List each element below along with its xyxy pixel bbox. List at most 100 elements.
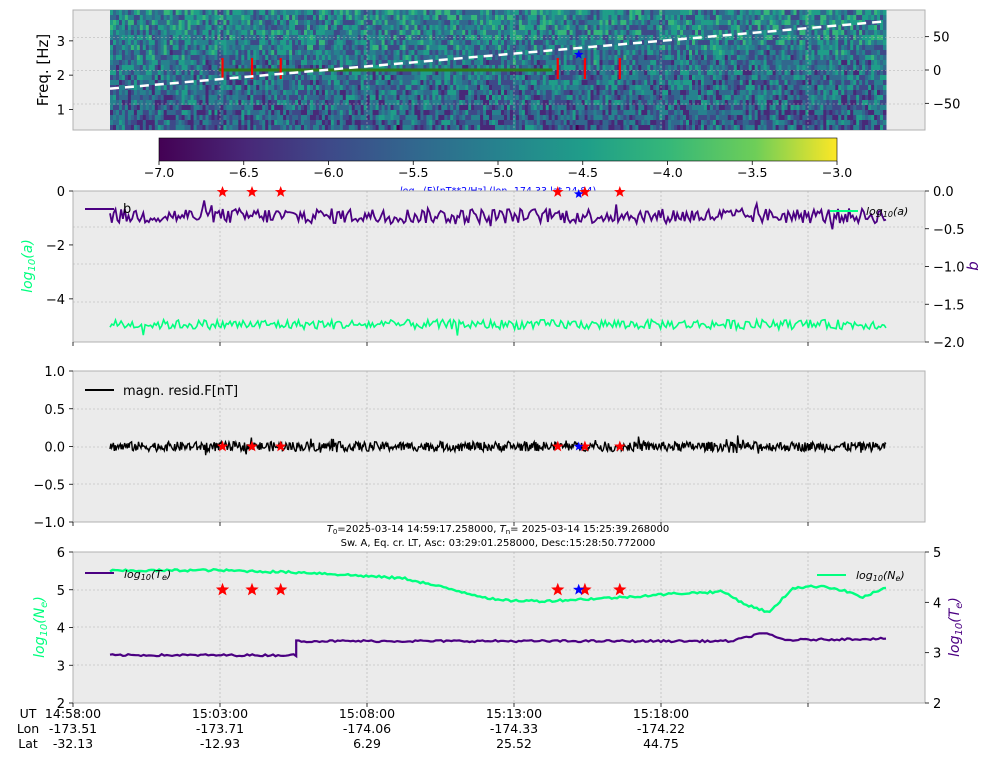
spectrogram-cell bbox=[280, 80, 284, 86]
spectrogram-cell bbox=[432, 90, 436, 96]
spectrogram-cell bbox=[313, 25, 317, 31]
spectrogram-cell bbox=[295, 25, 299, 31]
spectrogram-cell bbox=[295, 45, 299, 51]
spectrogram-cell bbox=[572, 10, 577, 16]
spectrogram-cell bbox=[524, 65, 529, 71]
spectrogram-cell bbox=[360, 110, 365, 116]
spectrogram-cell bbox=[509, 60, 514, 66]
spectrogram-cell bbox=[369, 110, 374, 116]
spectrogram-cell bbox=[220, 20, 224, 26]
spectrogram-cell bbox=[465, 125, 469, 130]
spectrogram-cell bbox=[468, 40, 472, 46]
spectrogram-cell bbox=[142, 75, 147, 81]
spectrogram-cell bbox=[524, 40, 529, 46]
spectrogram-cell bbox=[632, 15, 636, 21]
spectrogram-cell bbox=[369, 95, 374, 101]
spectrogram-cell bbox=[524, 45, 529, 51]
spectrogram-cell bbox=[632, 70, 636, 76]
spectrogram-cell bbox=[471, 20, 475, 26]
spectrogram-cell bbox=[701, 10, 705, 16]
spectrogram-cell bbox=[632, 55, 636, 61]
spectrogram-cell bbox=[638, 80, 642, 86]
spectrogram-cell bbox=[205, 120, 209, 126]
spectrogram-cell bbox=[363, 125, 368, 130]
spectrogram-cell bbox=[692, 40, 696, 46]
spectrogram-cell bbox=[432, 60, 436, 66]
spectrogram-cell bbox=[244, 20, 248, 26]
spectrogram-cell bbox=[274, 15, 278, 21]
spectrogram-cell bbox=[698, 85, 702, 91]
spectrogram-cell bbox=[689, 45, 693, 51]
spectrogram-cell bbox=[205, 90, 209, 96]
spectrogram-cell bbox=[665, 125, 669, 130]
spectrogram-cell bbox=[701, 60, 705, 66]
spectrogram-cell bbox=[163, 15, 168, 21]
spectrogram-cell bbox=[280, 55, 284, 61]
spectrogram-cell bbox=[596, 70, 600, 76]
spectrogram-cell bbox=[507, 80, 511, 86]
spectrogram-cell bbox=[718, 100, 723, 106]
spectrogram-cell bbox=[313, 15, 317, 21]
spectrogram-cell bbox=[372, 125, 377, 130]
spectrogram-cell bbox=[465, 60, 469, 66]
spectrogram-cell bbox=[411, 25, 415, 31]
spectrogram-cell bbox=[447, 105, 451, 111]
spectrogram-cell bbox=[492, 30, 496, 36]
spectrogram-cell bbox=[701, 115, 705, 121]
spectrogram-cell bbox=[205, 80, 209, 86]
spectrogram-cell bbox=[566, 60, 571, 66]
spectrogram-cell bbox=[638, 100, 642, 106]
spectrogram-cell bbox=[695, 100, 699, 106]
spectrogram-cell bbox=[330, 120, 335, 126]
spectrogram-cell bbox=[151, 100, 156, 106]
spectrogram-cell bbox=[399, 85, 403, 91]
spectrogram-cell bbox=[566, 110, 571, 116]
spectrogram-cell bbox=[563, 20, 568, 26]
spectrogram-cell bbox=[462, 10, 466, 16]
spectrogram-cell bbox=[730, 10, 735, 16]
spectrogram-cell bbox=[575, 10, 580, 16]
spectrogram-cell bbox=[629, 10, 633, 16]
spectrogram-cell bbox=[411, 65, 415, 71]
spectrogram-cell bbox=[480, 60, 484, 66]
spectrogram-cell bbox=[253, 120, 257, 126]
spectrogram-cell bbox=[602, 20, 606, 26]
spectrogram-cell bbox=[471, 30, 475, 36]
spectrogram-cell bbox=[310, 20, 314, 26]
spectrogram-cell bbox=[447, 25, 451, 31]
spectrogram-cell bbox=[119, 55, 123, 61]
spectrogram-cell bbox=[211, 105, 215, 111]
spectrogram-cell bbox=[587, 65, 591, 71]
spectrogram-cell bbox=[414, 115, 418, 121]
spectrogram-cell bbox=[232, 95, 236, 101]
spectrogram-cell bbox=[298, 30, 302, 36]
spectrogram-cell bbox=[668, 55, 672, 61]
spectrogram-cell bbox=[223, 10, 227, 16]
spectrogram-cell bbox=[420, 15, 424, 21]
spectrogram-cell bbox=[507, 10, 511, 16]
spectrogram-cell bbox=[456, 85, 460, 91]
spectrogram-cell bbox=[689, 80, 693, 86]
spectrogram-cell bbox=[626, 60, 630, 66]
spectrogram-cell bbox=[130, 25, 135, 31]
spectrogram-cell bbox=[611, 110, 615, 116]
spectrogram-cell bbox=[133, 115, 138, 121]
spectrogram-cell bbox=[545, 60, 550, 66]
spectrogram-cell bbox=[596, 40, 600, 46]
spectrogram-cell bbox=[295, 120, 299, 126]
spectrogram-cell bbox=[181, 100, 186, 106]
spectrogram-cell bbox=[139, 20, 144, 26]
spectrogram-cell bbox=[289, 45, 293, 51]
spectrogram-cell bbox=[599, 15, 603, 21]
spectrogram-cell bbox=[465, 110, 469, 116]
spectrogram-cell bbox=[253, 30, 257, 36]
spectrogram-cell bbox=[480, 115, 484, 121]
spectrogram-cell bbox=[405, 90, 409, 96]
spectrogram-cell bbox=[187, 115, 192, 121]
spectrogram-cell bbox=[536, 65, 541, 71]
spectrogram-cell bbox=[133, 105, 138, 111]
spectrogram-cell bbox=[154, 80, 159, 86]
spectrogram-cell bbox=[608, 85, 612, 91]
spectrogram-cell bbox=[119, 65, 123, 71]
spectrogram-cell bbox=[438, 105, 442, 111]
